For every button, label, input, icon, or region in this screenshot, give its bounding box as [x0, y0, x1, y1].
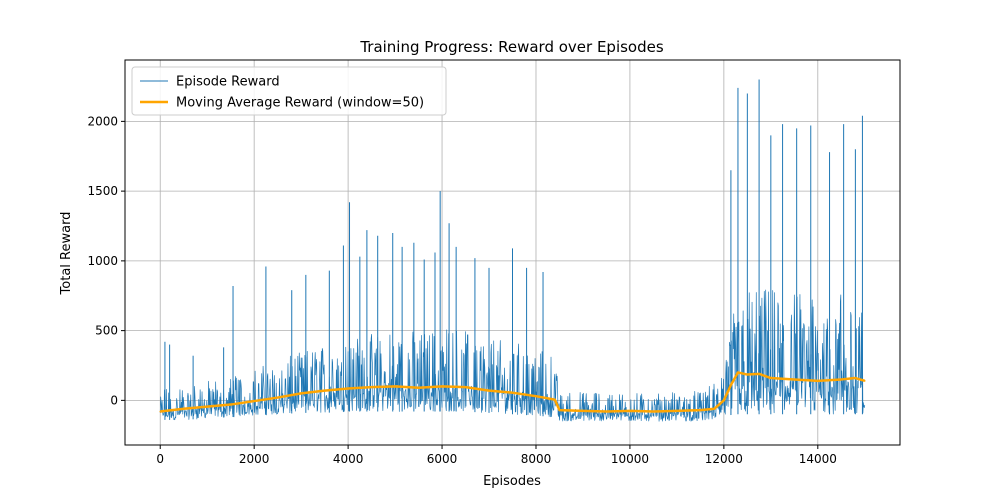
moving-average-point [713, 407, 716, 410]
moving-average-point [464, 386, 467, 388]
moving-average-point [159, 410, 162, 413]
moving-average-point [629, 410, 631, 412]
moving-average-point [793, 378, 796, 381]
moving-average-point [253, 400, 255, 402]
moving-average-point [558, 409, 561, 411]
moving-average-point [182, 407, 185, 410]
moving-average-point [746, 373, 749, 376]
chart-title: Training Progress: Reward over Episodes [359, 38, 664, 56]
x-tick-label: 10000 [611, 452, 649, 466]
moving-average-point [394, 385, 396, 388]
moving-average-point [605, 410, 608, 413]
moving-average-point [441, 385, 443, 388]
legend-label: Moving Average Reward (window=50) [176, 96, 424, 111]
y-tick-label: 0 [110, 393, 118, 407]
moving-average-point [300, 392, 302, 395]
moving-average-point [770, 377, 772, 379]
legend: Episode Reward Moving Average Reward (win… [131, 66, 447, 116]
moving-average-point [723, 399, 725, 402]
moving-average-point [276, 396, 279, 399]
moving-average-point [817, 380, 819, 382]
y-tick-label: 2000 [87, 114, 118, 128]
legend-label: Episode Reward [176, 75, 280, 90]
y-tick-label: 1500 [87, 184, 118, 198]
moving-average-point [323, 389, 326, 392]
y-tick-label: 500 [95, 324, 118, 338]
x-tick-label: 6000 [427, 452, 458, 466]
moving-average-point [206, 405, 208, 408]
x-tick-label: 14000 [799, 452, 837, 466]
axes-frame [124, 59, 901, 446]
moving-average-points [159, 371, 866, 413]
y-tick-label: 1000 [87, 254, 118, 268]
episode-reward-spikes [164, 79, 863, 420]
plot-area [159, 79, 866, 422]
x-tick-label: 8000 [521, 452, 552, 466]
y-axis-label: Total Reward [59, 212, 74, 296]
moving-average-point [758, 373, 760, 375]
moving-average-point [535, 395, 537, 397]
moving-average-point [730, 384, 732, 386]
x-tick-label: 2000 [239, 452, 270, 466]
moving-average-point [417, 387, 420, 389]
moving-average-point [553, 398, 556, 401]
moving-average-point [652, 410, 655, 413]
moving-average-point [840, 378, 843, 381]
axis-ticks: 0 2000 4000 6000 8000 10000 12000 14000 0 500 1000… [87, 114, 836, 466]
x-tick-label: 12000 [705, 452, 743, 466]
x-tick-label: 0 [156, 452, 164, 466]
moving-average-point [582, 410, 584, 412]
x-tick-label: 4000 [333, 452, 364, 466]
moving-average-point [488, 389, 490, 392]
moving-average-point [229, 403, 232, 406]
moving-average-point [511, 391, 514, 394]
moving-average-point [370, 386, 373, 388]
moving-average-point [676, 410, 678, 412]
x-axis-label: Episodes [483, 474, 541, 489]
moving-average-point [854, 377, 857, 379]
moving-average-point [347, 387, 349, 390]
moving-average-point [737, 371, 739, 374]
moving-average-point [863, 380, 866, 382]
moving-average-point [699, 409, 702, 411]
legend-box [131, 66, 447, 116]
